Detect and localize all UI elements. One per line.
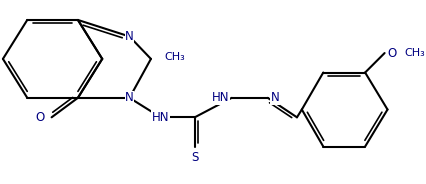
Text: CH₃: CH₃ [164, 52, 185, 62]
Text: HN: HN [152, 111, 170, 124]
Text: HN: HN [212, 91, 230, 104]
Text: O: O [35, 111, 45, 124]
Text: S: S [191, 151, 199, 164]
Text: O: O [388, 47, 397, 60]
Text: CH₃: CH₃ [404, 48, 425, 58]
Text: N: N [271, 91, 279, 104]
Text: N: N [125, 30, 134, 43]
Text: N: N [125, 91, 134, 104]
